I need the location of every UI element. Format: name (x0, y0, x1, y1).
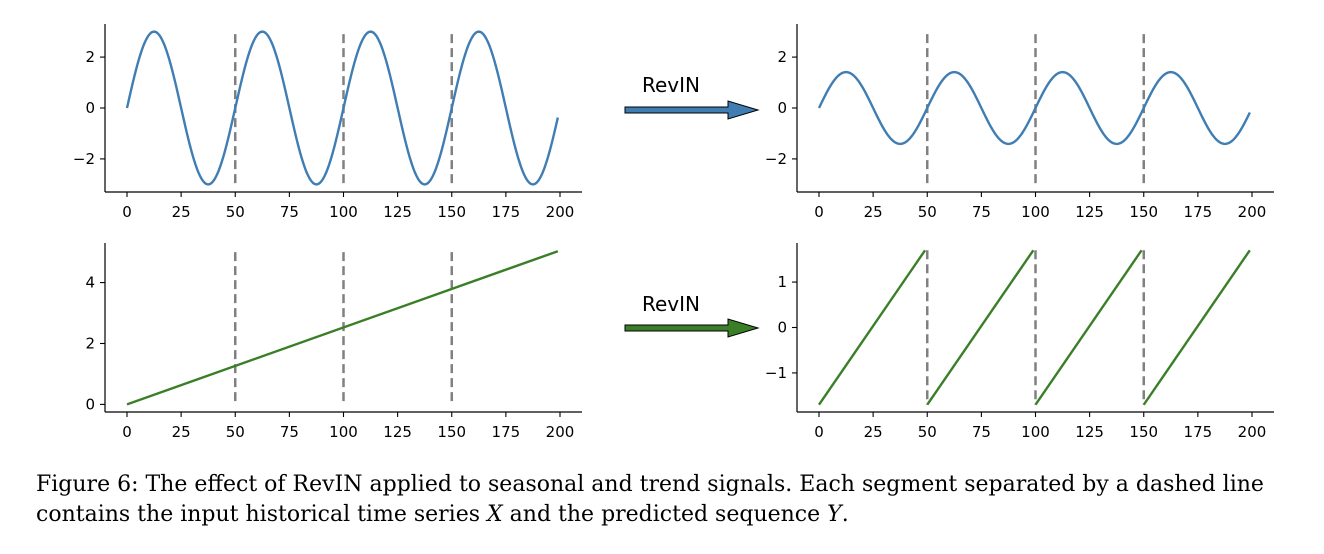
figure-caption: Figure 6: The effect of RevIN applied to… (36, 470, 1306, 530)
x-tick-label: 0 (814, 203, 824, 221)
x-tick-label: 50 (226, 423, 245, 441)
revin-arrow-bottom: RevIN (624, 292, 760, 338)
x-tick-label: 100 (329, 423, 358, 441)
x-tick-label: 75 (972, 203, 991, 221)
y-tick-label: 2 (85, 334, 95, 352)
y-tick-label: 0 (777, 99, 787, 117)
x-tick-label: 125 (383, 203, 412, 221)
x-tick-label: 25 (172, 203, 191, 221)
x-tick-label: 0 (122, 423, 132, 441)
x-tick-label: 100 (1021, 423, 1050, 441)
y-tick-label: 0 (777, 319, 787, 337)
x-tick-label: 0 (814, 423, 824, 441)
caption-text-3: . (841, 502, 849, 527)
x-tick-label: 25 (172, 423, 191, 441)
revin-arrow-top: RevIN (624, 73, 760, 120)
series-segment (926, 249, 1035, 406)
x-tick-label: 200 (1238, 423, 1267, 441)
x-tick-label: 100 (1021, 203, 1050, 221)
y-tick-label: −1 (765, 364, 787, 382)
caption-var-y: Y (827, 502, 842, 527)
x-tick-label: 25 (864, 203, 883, 221)
series-line (125, 30, 560, 186)
x-tick-label: 0 (122, 203, 132, 221)
revin-arrow-label-top: RevIN (642, 73, 700, 97)
x-tick-label: 150 (437, 423, 466, 441)
x-tick-label: 75 (280, 203, 299, 221)
x-tick-label: 50 (918, 203, 937, 221)
y-tick-label: −2 (765, 150, 787, 168)
revin-arrow-label-bottom: RevIN (642, 292, 700, 316)
series-segment (1034, 249, 1143, 406)
series-line (126, 250, 559, 406)
series-segment (818, 249, 927, 406)
x-tick-label: 125 (1075, 423, 1104, 441)
seasonal-input-chart: 0 25 50 75 100 125 150 175 200 −2 0 2 (73, 24, 582, 221)
x-tick-label: 175 (1184, 203, 1213, 221)
y-tick-label: 2 (777, 48, 787, 66)
x-tick-label: 125 (383, 423, 412, 441)
series-line (817, 70, 1251, 146)
trend-normalized-chart: 0 25 50 75 100 125 150 175 200 −1 0 1 (765, 243, 1274, 441)
x-tick-label: 175 (492, 203, 521, 221)
x-tick-label: 50 (918, 423, 937, 441)
arrow-right-icon (624, 100, 760, 120)
x-tick-label: 200 (546, 203, 575, 221)
x-tick-label: 50 (226, 203, 245, 221)
x-tick-label: 75 (972, 423, 991, 441)
x-tick-label: 175 (492, 423, 521, 441)
caption-var-x: X (487, 502, 503, 527)
y-tick-label: 0 (85, 395, 95, 413)
x-tick-label: 25 (864, 423, 883, 441)
x-tick-label: 150 (1129, 423, 1158, 441)
x-tick-label: 100 (329, 203, 358, 221)
x-tick-label: 200 (546, 423, 575, 441)
x-tick-label: 150 (1129, 203, 1158, 221)
caption-text-2: and the predicted sequence (502, 502, 828, 527)
caption-text-1: Figure 6: The effect of RevIN applied to… (36, 472, 1264, 527)
x-tick-label: 125 (1075, 203, 1104, 221)
figure: 0 25 50 75 100 125 150 175 200−202 0 25 50 75 100 125… (73, 24, 1274, 441)
seasonal-normalized-chart: 0 25 50 75 100 125 150 175 200 −2 0 2 (765, 24, 1274, 221)
y-tick-label: 2 (85, 48, 95, 66)
series-segment (1142, 249, 1251, 406)
x-tick-label: 200 (1238, 203, 1267, 221)
arrow-right-icon (624, 318, 760, 338)
x-tick-label: 175 (1184, 423, 1213, 441)
y-tick-label: 1 (777, 273, 787, 291)
x-tick-label: 75 (280, 423, 299, 441)
y-tick-label: −2 (73, 150, 95, 168)
y-tick-label: 0 (85, 99, 95, 117)
x-tick-label: 150 (437, 203, 466, 221)
trend-input-chart: 0 25 50 75 100 125 150 175 200 0 2 4 (85, 243, 582, 441)
y-tick-label: 4 (85, 274, 95, 292)
